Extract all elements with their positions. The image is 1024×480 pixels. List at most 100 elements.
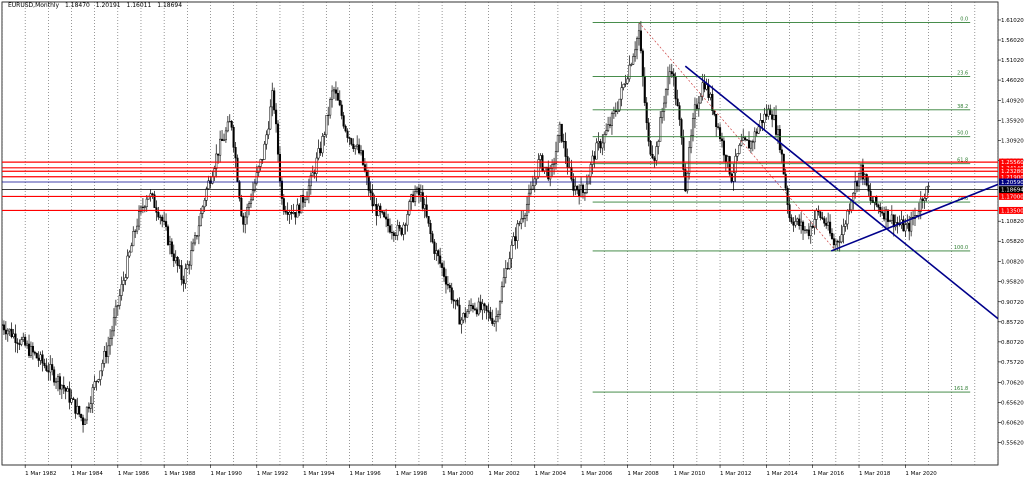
candle-body <box>159 216 162 218</box>
candle-body <box>386 218 390 227</box>
candle-body <box>224 130 227 141</box>
x-tick-label: 1 Mar 2020 <box>905 471 937 477</box>
fibo-level-label: 0.0 <box>960 17 968 23</box>
candle-body <box>261 159 264 161</box>
candle-body <box>622 84 625 88</box>
candle-body <box>607 124 610 131</box>
candle-body <box>551 164 554 169</box>
candle-body <box>275 109 278 125</box>
candle-body <box>585 183 588 193</box>
candle-body <box>543 166 546 171</box>
candle-body <box>230 121 233 128</box>
fibo-level-label: 61.8 <box>957 158 968 164</box>
candle-body <box>635 38 639 51</box>
candle-body <box>282 198 285 212</box>
candle-body <box>300 195 303 214</box>
candle-body <box>56 376 60 382</box>
candle-body <box>564 141 567 157</box>
candle-body <box>500 286 503 303</box>
candle-body <box>751 141 754 143</box>
y-tick-label: 1.00820 <box>1001 259 1024 265</box>
close-value: 1.18694 <box>157 2 183 9</box>
candle-body <box>784 173 787 189</box>
candle-body <box>608 124 612 126</box>
candle-body <box>495 316 498 323</box>
candle-body <box>213 168 216 177</box>
candle-body <box>589 164 592 177</box>
candle-body <box>610 113 614 126</box>
candle-body <box>427 216 430 224</box>
candle-body <box>452 299 455 302</box>
candle-body <box>539 155 542 160</box>
x-tick-label: 1 Mar 2000 <box>442 471 474 477</box>
price-tag <box>999 192 1023 200</box>
x-tick-label: 1 Mar 2016 <box>813 471 845 477</box>
candle-body <box>313 172 316 174</box>
candle-body <box>47 370 50 373</box>
price-tag <box>999 173 1023 181</box>
candle-body <box>103 351 106 364</box>
candle-body <box>334 89 337 94</box>
x-tick-label: 1 Mar 1988 <box>164 471 196 477</box>
candle-body <box>317 148 320 159</box>
x-tick-label: 1 Mar 1992 <box>257 471 288 477</box>
candle-body <box>323 134 326 137</box>
candle-body <box>331 90 334 100</box>
y-tick-label: 0.90720 <box>1001 300 1024 306</box>
candle-body <box>340 104 343 116</box>
candle-body <box>373 204 376 207</box>
candle-body <box>908 222 911 232</box>
candle-body <box>717 126 720 128</box>
candle-body <box>475 309 478 315</box>
candle-body <box>109 338 112 347</box>
trendline <box>684 65 998 320</box>
candle-body <box>829 221 832 234</box>
candle-body <box>840 234 843 243</box>
candle-body <box>298 204 301 214</box>
candle-body <box>193 235 197 244</box>
candle-body <box>790 217 793 223</box>
candle-body <box>771 114 774 120</box>
candle-body <box>325 115 328 135</box>
price-tag-label: 1.23280 <box>1001 169 1024 175</box>
candle-body <box>572 178 575 191</box>
candle-body <box>87 406 90 409</box>
candle-body <box>89 403 92 409</box>
candle-body <box>726 156 729 163</box>
candle-body <box>800 221 803 226</box>
candle-body <box>383 212 386 218</box>
candle-body <box>574 185 577 191</box>
candle-body <box>429 223 432 235</box>
low-value: 1.16011 <box>126 2 152 9</box>
trendline <box>830 183 998 252</box>
candle-body <box>720 138 724 142</box>
candle-body <box>412 194 415 203</box>
candle-body <box>174 257 177 262</box>
candle-body <box>512 236 515 246</box>
candle-body <box>54 381 58 383</box>
candle-body <box>184 268 187 284</box>
candle-body <box>680 119 683 138</box>
price-tag <box>999 186 1023 194</box>
candle-body <box>466 311 469 318</box>
candle-body <box>910 217 913 232</box>
candle-body <box>448 285 451 289</box>
candle-body <box>730 173 733 182</box>
candle-body <box>923 198 926 201</box>
candle-body <box>168 241 171 245</box>
y-tick-label: 0.70620 <box>1001 380 1024 386</box>
candle-body <box>139 206 143 212</box>
candle-body <box>195 235 199 237</box>
candle-body <box>180 265 183 280</box>
candle-body <box>834 240 837 246</box>
candle-body <box>703 82 706 90</box>
candle-body <box>402 224 405 235</box>
candle-body <box>674 76 677 100</box>
candle-body <box>276 123 280 155</box>
candle-body <box>541 155 544 171</box>
candle-body <box>464 313 467 318</box>
candle-body <box>246 207 249 218</box>
horizontal-levels <box>2 161 998 212</box>
